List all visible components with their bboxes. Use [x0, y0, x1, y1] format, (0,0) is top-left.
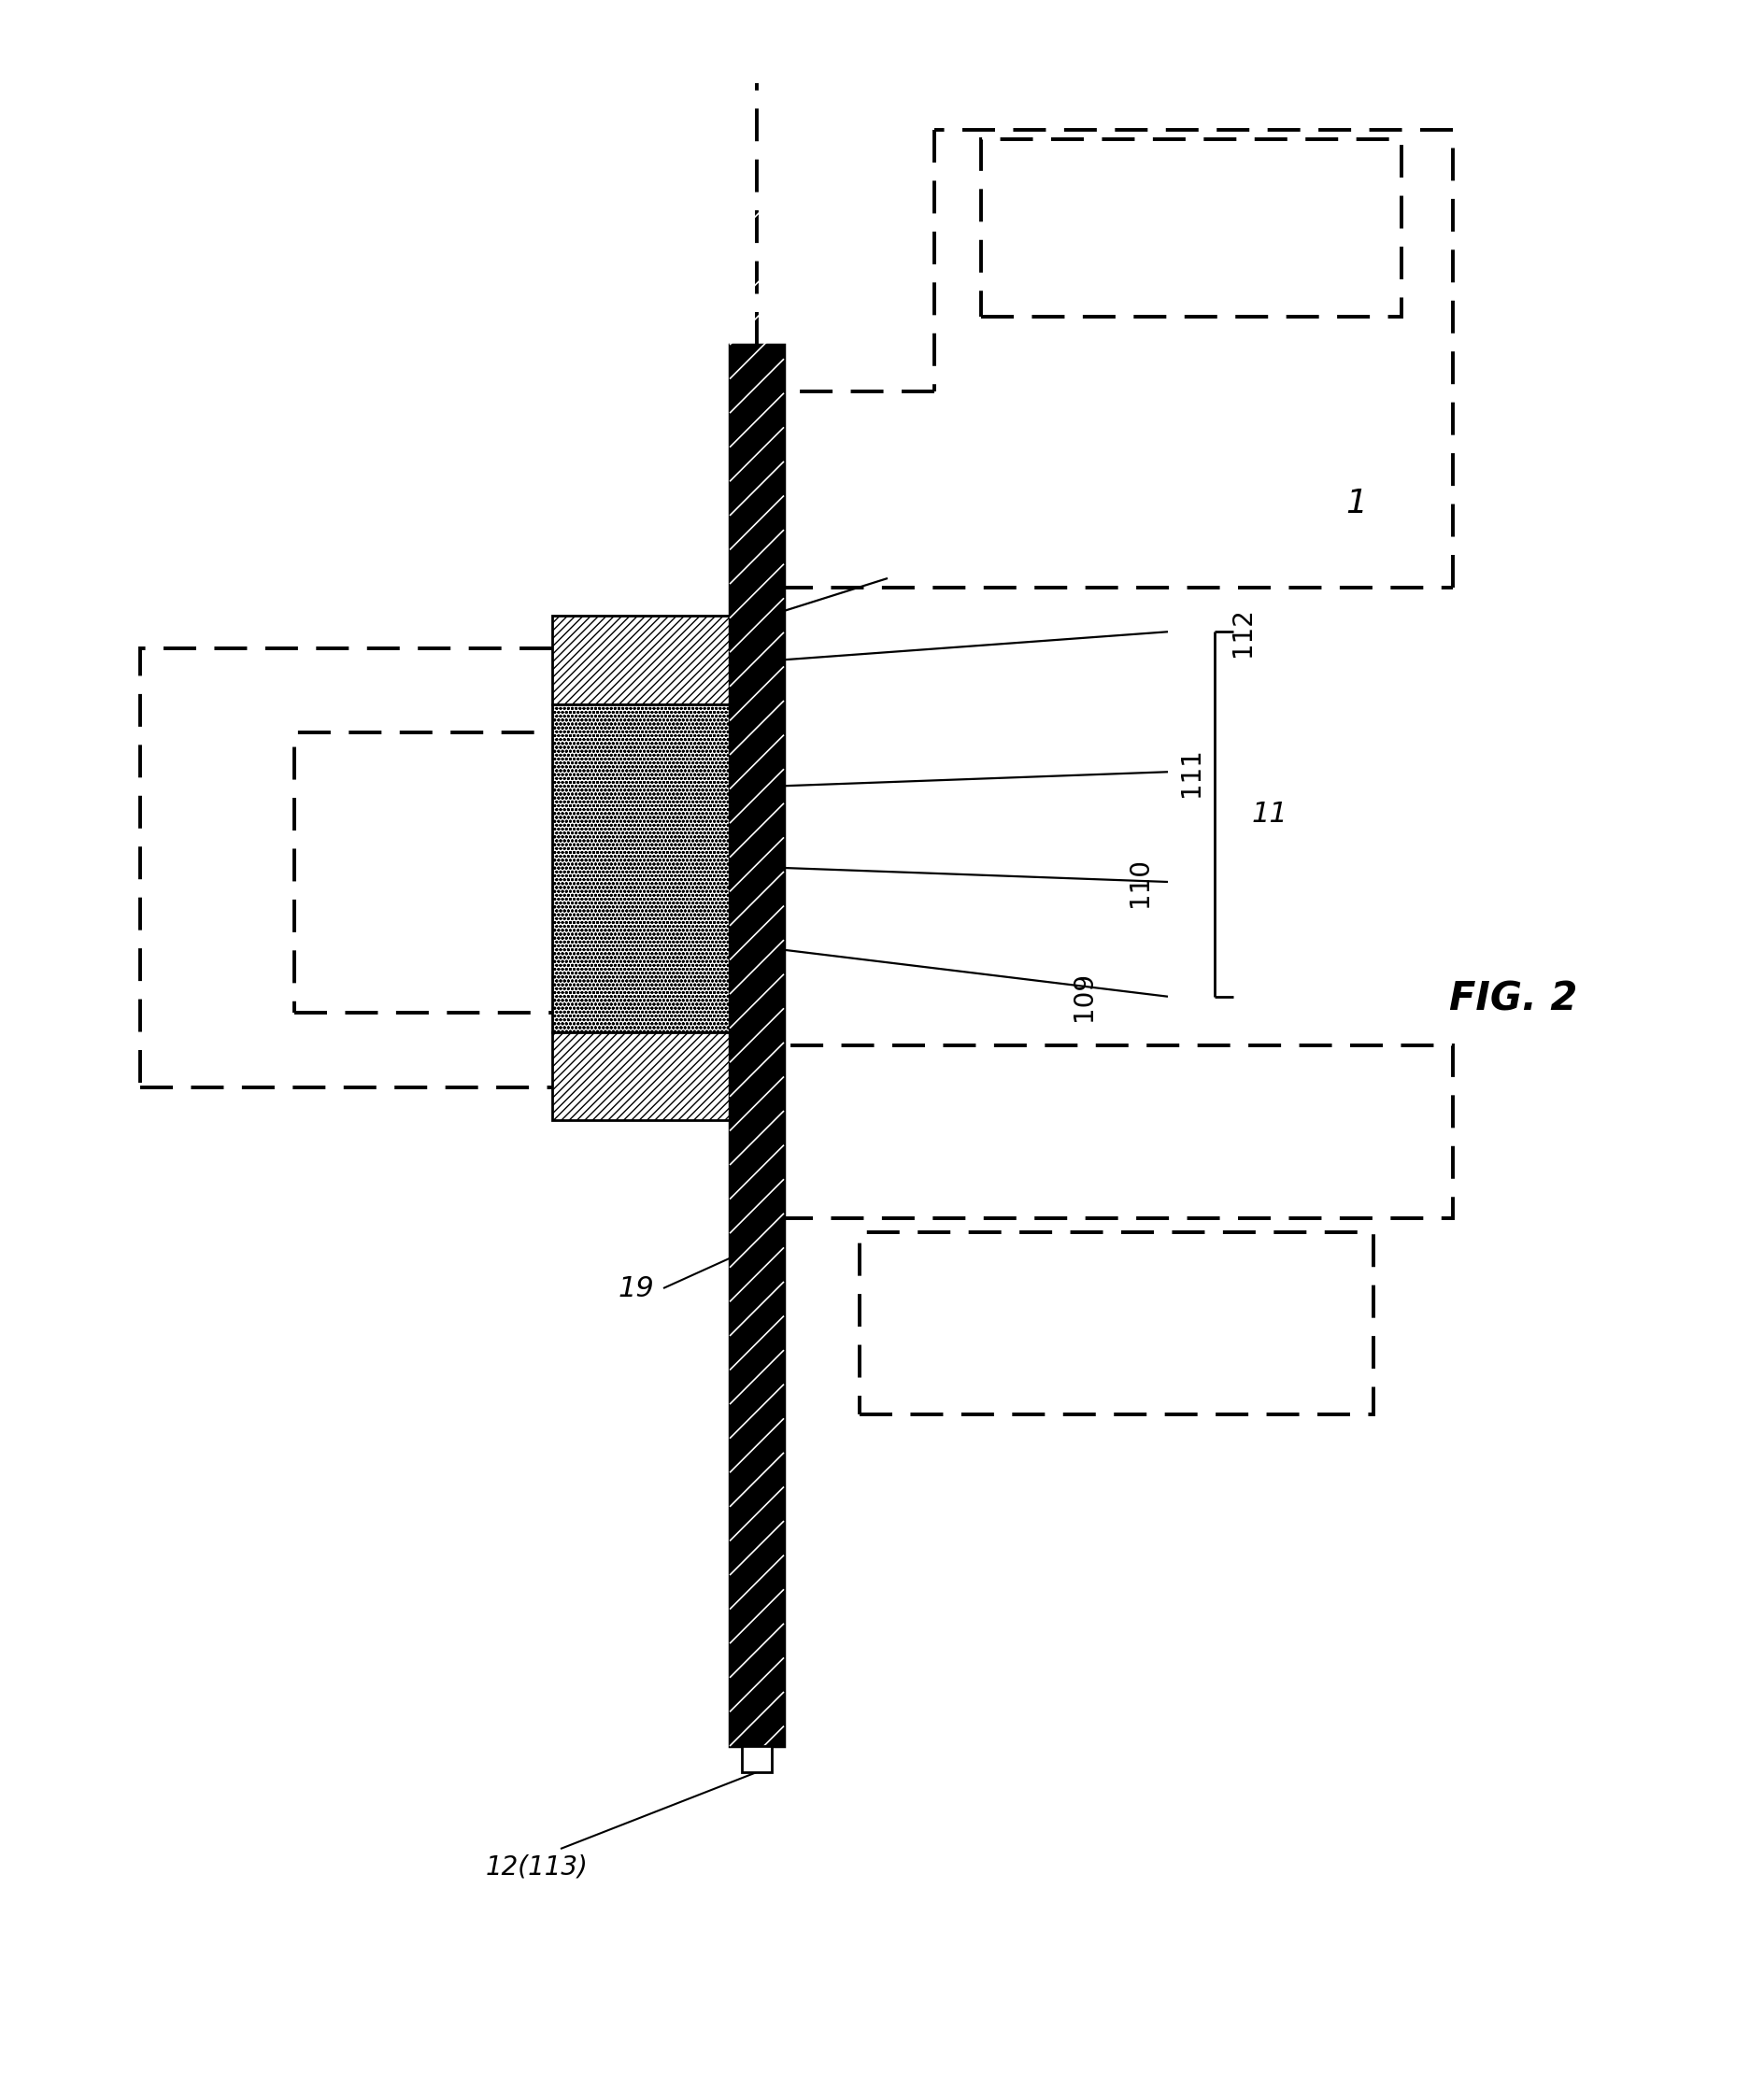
Bar [552, 1032, 730, 1119]
Text: 110: 110 [1127, 856, 1154, 906]
Text: 12(113): 12(113) [485, 1855, 589, 1880]
Bar [295, 732, 579, 1014]
Bar [780, 1045, 1454, 1219]
Text: 1: 1 [1346, 487, 1367, 520]
Text: 11: 11 [1252, 800, 1288, 827]
Bar [552, 616, 730, 705]
Bar [981, 139, 1401, 317]
Bar [552, 705, 730, 1032]
Bar [859, 1231, 1374, 1414]
Bar [139, 649, 635, 1088]
Text: 109: 109 [1071, 972, 1097, 1022]
Text: 19: 19 [617, 1275, 654, 1302]
Bar [743, 1745, 773, 1772]
Text: 112: 112 [1230, 607, 1256, 657]
Bar [730, 344, 783, 1745]
Text: FIG. 2: FIG. 2 [1450, 978, 1577, 1018]
Text: 111: 111 [1178, 746, 1205, 796]
